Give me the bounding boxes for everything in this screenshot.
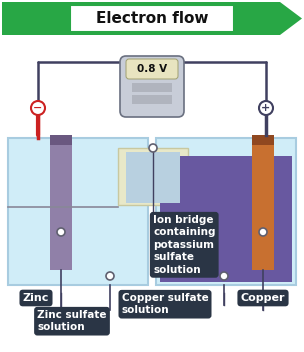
- Bar: [156, 138, 296, 285]
- Text: Copper: Copper: [241, 293, 285, 303]
- Text: Copper sulfate
solution: Copper sulfate solution: [122, 293, 208, 315]
- Circle shape: [220, 272, 228, 280]
- Text: Zinc sulfate
solution: Zinc sulfate solution: [37, 310, 107, 332]
- Bar: [252, 145, 274, 270]
- Circle shape: [31, 101, 45, 115]
- Polygon shape: [2, 2, 302, 35]
- Text: −: −: [33, 103, 43, 113]
- Circle shape: [259, 101, 273, 115]
- FancyBboxPatch shape: [120, 56, 184, 117]
- Bar: [132, 95, 172, 104]
- Text: Electron flow: Electron flow: [96, 11, 208, 26]
- Bar: [160, 156, 292, 282]
- Text: +: +: [261, 103, 271, 113]
- Text: Zinc: Zinc: [23, 293, 49, 303]
- Circle shape: [259, 228, 267, 236]
- Bar: [126, 152, 180, 203]
- Circle shape: [57, 228, 65, 236]
- Bar: [50, 145, 72, 270]
- Bar: [132, 83, 172, 92]
- FancyBboxPatch shape: [126, 59, 178, 79]
- Circle shape: [106, 272, 114, 280]
- Bar: [118, 148, 188, 205]
- Bar: [70, 5, 234, 32]
- Text: 0.8 V: 0.8 V: [137, 64, 167, 74]
- Circle shape: [149, 144, 157, 152]
- Bar: [50, 135, 72, 145]
- Text: Ion bridge
containing
potassium
sulfate
solution: Ion bridge containing potassium sulfate …: [153, 215, 216, 275]
- Bar: [8, 138, 148, 285]
- Circle shape: [206, 236, 214, 244]
- Bar: [252, 135, 274, 145]
